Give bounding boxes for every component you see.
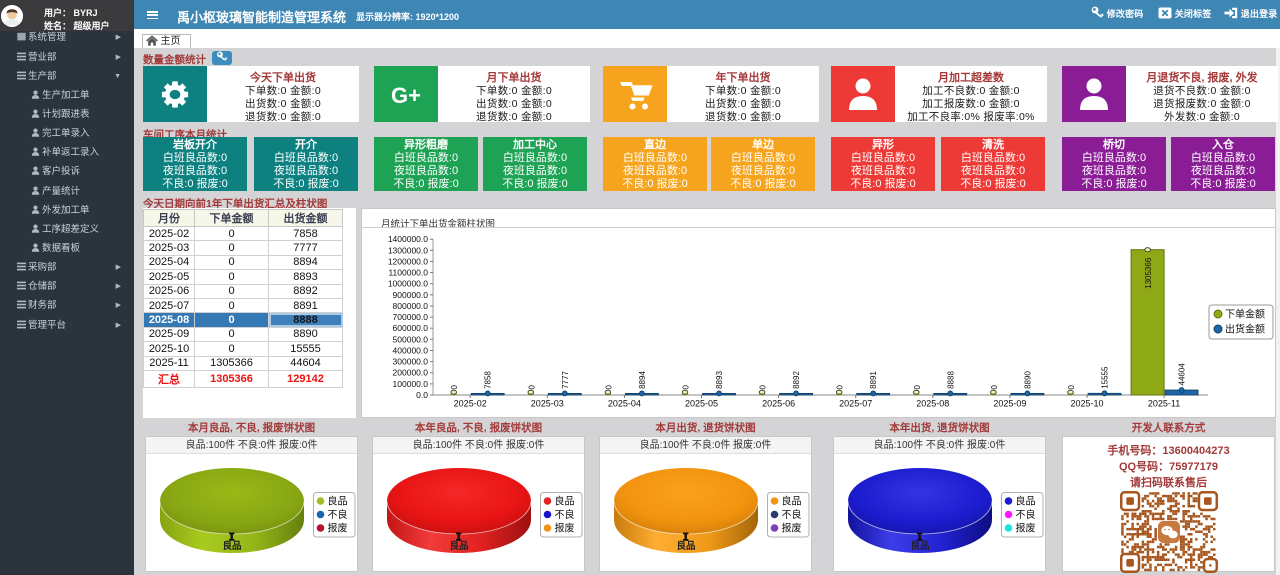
svg-text:0: 0 <box>990 385 999 390</box>
svg-text:报废: 报废 <box>328 522 348 535</box>
svg-text:2025-06: 2025-06 <box>762 399 795 409</box>
svg-text:报废: 报废 <box>782 522 802 535</box>
svg-text:不良: 不良 <box>555 508 575 521</box>
svg-text:300000.0: 300000.0 <box>393 357 429 367</box>
svg-text:良品: 良品 <box>328 495 348 508</box>
svg-text:0: 0 <box>913 385 922 390</box>
svg-text:不良: 不良 <box>1016 508 1036 521</box>
svg-text:良品: 良品 <box>676 540 695 552</box>
svg-text:500000.0: 500000.0 <box>393 334 429 344</box>
svg-text:2025-05: 2025-05 <box>685 399 718 409</box>
svg-text:0: 0 <box>604 385 613 390</box>
svg-text:8890: 8890 <box>1023 371 1032 389</box>
svg-text:下单金额: 下单金额 <box>1225 308 1265 321</box>
svg-text:0: 0 <box>450 385 459 390</box>
svg-text:7777: 7777 <box>561 371 570 389</box>
svg-text:44604: 44604 <box>1178 363 1187 386</box>
svg-text:报废: 报废 <box>555 522 575 535</box>
svg-text:良品: 良品 <box>1016 495 1036 508</box>
svg-text:2025-02: 2025-02 <box>454 399 487 409</box>
svg-text:1200000.0: 1200000.0 <box>388 256 428 266</box>
svg-text:100000.0: 100000.0 <box>393 379 429 389</box>
svg-text:800000.0: 800000.0 <box>393 301 429 311</box>
svg-text:良品: 良品 <box>449 540 468 552</box>
svg-text:2025-10: 2025-10 <box>1070 399 1103 409</box>
svg-text:2025-11: 2025-11 <box>1148 399 1180 409</box>
svg-text:8888: 8888 <box>946 371 955 389</box>
svg-text:2025-04: 2025-04 <box>608 399 641 409</box>
svg-text:1100000.0: 1100000.0 <box>388 268 428 278</box>
svg-text:0: 0 <box>1067 385 1076 390</box>
svg-text:1000000.0: 1000000.0 <box>388 279 428 289</box>
svg-text:2025-09: 2025-09 <box>993 399 1026 409</box>
svg-text:0: 0 <box>836 385 845 390</box>
svg-text:0: 0 <box>759 385 768 390</box>
svg-text:报废: 报废 <box>1016 522 1036 535</box>
svg-text:200000.0: 200000.0 <box>393 368 429 378</box>
svg-text:8893: 8893 <box>715 371 724 389</box>
svg-text:400000.0: 400000.0 <box>393 346 429 356</box>
svg-text:600000.0: 600000.0 <box>393 323 429 333</box>
svg-text:良品: 良品 <box>910 540 929 552</box>
svg-text:良品: 良品 <box>555 495 575 508</box>
svg-text:7858: 7858 <box>484 371 493 389</box>
svg-text:0: 0 <box>682 385 691 390</box>
svg-text:1300000.0: 1300000.0 <box>388 245 428 255</box>
svg-text:0: 0 <box>527 385 536 390</box>
svg-text:15555: 15555 <box>1101 366 1110 389</box>
svg-text:出货金额: 出货金额 <box>1225 323 1265 336</box>
svg-text:2025-07: 2025-07 <box>839 399 872 409</box>
svg-text:700000.0: 700000.0 <box>393 312 429 322</box>
svg-text:2025-03: 2025-03 <box>531 399 564 409</box>
svg-text:1400000.0: 1400000.0 <box>388 234 428 244</box>
svg-text:0.0: 0.0 <box>416 390 428 400</box>
svg-text:8891: 8891 <box>869 371 878 389</box>
svg-text:8894: 8894 <box>638 371 647 389</box>
svg-text:2025-08: 2025-08 <box>916 399 949 409</box>
svg-text:良品: 良品 <box>222 540 241 552</box>
svg-text:1305366: 1305366 <box>1144 257 1153 289</box>
svg-text:良品: 良品 <box>782 495 802 508</box>
svg-text:不良: 不良 <box>782 508 802 521</box>
svg-text:G+: G+ <box>391 83 421 108</box>
svg-text:900000.0: 900000.0 <box>393 290 429 300</box>
svg-text:不良: 不良 <box>328 508 348 521</box>
svg-text:8892: 8892 <box>792 371 801 389</box>
